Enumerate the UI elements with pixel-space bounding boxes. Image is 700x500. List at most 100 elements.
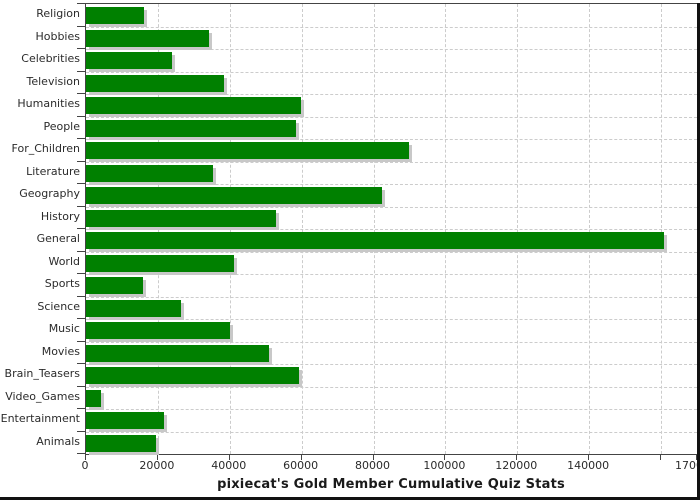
horizontal-gridline xyxy=(86,49,697,50)
x-axis-tick xyxy=(156,455,158,460)
bar-hobbies xyxy=(86,29,209,47)
category-label-for_children: For_Children xyxy=(11,142,80,155)
bar-music xyxy=(86,322,231,339)
image-frame-bottom xyxy=(0,497,700,500)
category-label-science: Science xyxy=(37,299,80,313)
x-axis-tick xyxy=(85,455,86,460)
bar-brain_teasers xyxy=(86,367,300,384)
y-axis-tick xyxy=(77,161,85,162)
horizontal-gridline xyxy=(86,431,697,433)
horizontal-gridline xyxy=(86,251,697,253)
y-axis-tick xyxy=(77,273,85,274)
category-label-movies: Movies xyxy=(41,344,80,358)
horizontal-gridline xyxy=(86,296,697,298)
x-axis-label-0: 0 xyxy=(81,459,89,472)
x-axis-label-40000: 40000 xyxy=(211,459,247,472)
y-axis-tick xyxy=(77,408,85,409)
y-axis-tick xyxy=(77,341,85,342)
bar-science xyxy=(86,299,181,317)
category-label-history: History xyxy=(40,209,80,223)
y-axis-tick xyxy=(77,296,85,297)
bar-humanities xyxy=(86,97,301,114)
y-axis-tick xyxy=(77,116,85,117)
y-axis-tick xyxy=(77,431,85,432)
y-axis-tick xyxy=(77,138,85,139)
y-axis-tick xyxy=(77,453,85,454)
category-label-literature: Literature xyxy=(26,164,80,178)
horizontal-gridline xyxy=(86,71,697,73)
x-axis-label-120000: 120000 xyxy=(495,459,538,472)
bar-people xyxy=(86,119,296,137)
bar-television xyxy=(86,74,225,92)
bar-history xyxy=(86,209,276,227)
bar-video_games xyxy=(86,389,101,407)
category-label-people: People xyxy=(43,119,80,133)
image-frame-right xyxy=(697,3,700,500)
y-axis-tick xyxy=(77,26,85,27)
chart-title: pixiecat's Gold Member Cumulative Quiz S… xyxy=(217,477,565,492)
y-axis-tick xyxy=(77,363,85,364)
horizontal-gridline xyxy=(86,319,697,320)
category-label-animals: Animals xyxy=(36,434,80,448)
category-label-hobbies: Hobbies xyxy=(35,29,80,43)
x-axis-tick xyxy=(516,455,518,460)
y-axis-tick xyxy=(77,71,85,72)
bar-literature xyxy=(86,164,213,182)
bar-religion xyxy=(86,7,145,24)
category-label-video_games: Video_Games xyxy=(5,389,80,403)
x-axis-label-100000: 100000 xyxy=(423,459,466,472)
x-axis-label-20000: 20000 xyxy=(139,459,175,472)
bar-entertainment xyxy=(86,412,165,429)
category-label-celebrities: Celebrities xyxy=(21,52,80,65)
horizontal-gridline xyxy=(86,206,697,208)
horizontal-gridline xyxy=(86,274,697,275)
category-label-geography: Geography xyxy=(19,187,80,200)
y-axis-tick xyxy=(77,386,85,387)
horizontal-gridline xyxy=(86,26,697,28)
bar-geography xyxy=(86,187,382,204)
horizontal-gridline xyxy=(86,184,697,185)
bar-world xyxy=(86,254,235,272)
x-axis-label-60000: 60000 xyxy=(283,459,319,472)
horizontal-gridline xyxy=(86,409,697,410)
y-axis-tick xyxy=(77,3,85,4)
x-axis-label-170000: 170000 xyxy=(675,459,700,472)
category-label-sports: Sports xyxy=(44,277,80,290)
category-label-general: General xyxy=(36,232,80,245)
y-axis-tick xyxy=(77,93,85,94)
category-label-humanities: Humanities xyxy=(17,97,80,110)
y-axis-tick xyxy=(77,251,85,252)
y-axis-tick xyxy=(77,48,85,49)
x-axis-tick xyxy=(696,455,697,460)
category-label-brain_teasers: Brain_Teasers xyxy=(4,367,80,380)
bar-movies xyxy=(86,344,270,362)
y-axis-tick xyxy=(77,228,85,229)
x-axis-tick xyxy=(660,455,662,460)
x-axis-label-80000: 80000 xyxy=(355,459,391,472)
x-axis-tick xyxy=(444,455,446,460)
plot-area xyxy=(85,3,697,455)
horizontal-gridline xyxy=(86,386,697,388)
y-axis-tick xyxy=(77,206,85,207)
x-axis-tick xyxy=(588,455,590,460)
x-axis-tick xyxy=(228,455,230,460)
horizontal-gridline xyxy=(86,161,697,163)
horizontal-gridline xyxy=(86,94,697,95)
bar-animals xyxy=(86,434,157,452)
category-label-television: Television xyxy=(26,74,81,88)
y-axis-tick xyxy=(77,318,85,319)
bar-for_children xyxy=(86,142,410,159)
horizontal-gridline xyxy=(86,139,697,140)
x-axis-tick xyxy=(372,455,374,460)
horizontal-gridline xyxy=(86,229,697,230)
category-label-world: World xyxy=(48,254,80,268)
x-axis-label-140000: 140000 xyxy=(567,459,610,472)
bar-sports xyxy=(86,277,144,294)
bar-general xyxy=(86,232,664,249)
x-axis-tick xyxy=(300,455,302,460)
horizontal-gridline xyxy=(86,116,697,118)
bar-celebrities xyxy=(86,52,173,69)
horizontal-gridline xyxy=(86,341,697,343)
y-axis-tick xyxy=(77,183,85,184)
